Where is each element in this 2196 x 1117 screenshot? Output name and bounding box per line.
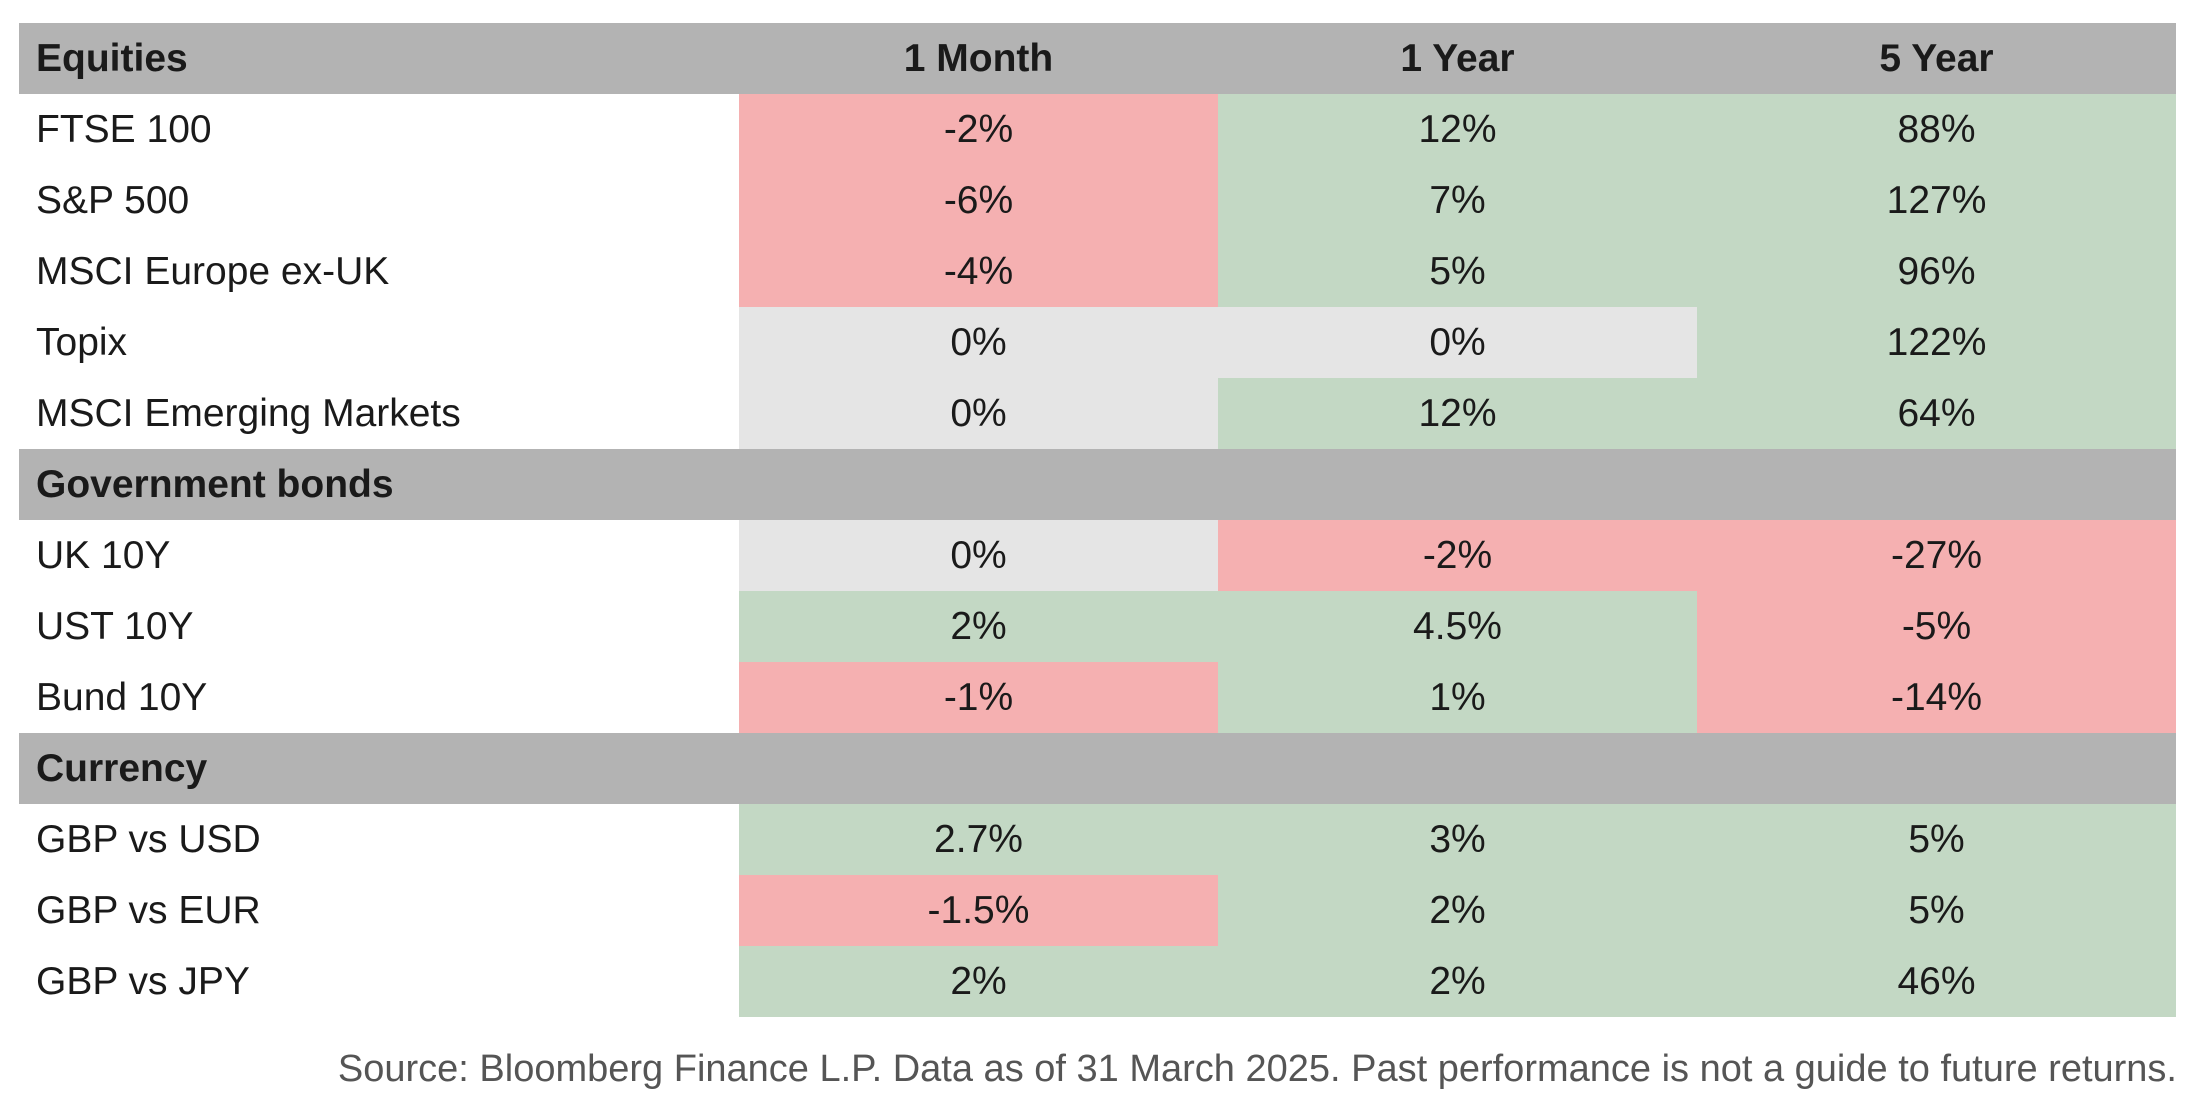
row-label: Topix [36,320,128,364]
value-cell: 1% [1218,662,1697,733]
value-cell: 7% [1218,165,1697,236]
value-cell: 88% [1697,94,2176,165]
value-cell: 64% [1697,378,2176,449]
value-cell: -2% [739,94,1218,165]
value-cell: 127% [1697,165,2176,236]
value-cell: 0% [1218,307,1697,378]
value-cell: 2% [739,946,1218,1017]
table-row: UST 10Y 2% 4.5% -5% [19,591,2176,662]
value-cell: -2% [1218,520,1697,591]
column-header: 1 Month [739,23,1218,94]
row-label: S&P 500 [36,178,190,222]
value-cell: 12% [1218,94,1697,165]
section-header-row: Equities 1 Month 1 Year 5 Year [19,23,2176,94]
section-title: Currency [19,733,739,804]
table-row: GBP vs USD 2.7% 3% 5% [19,804,2176,875]
value-cell: 2% [1218,875,1697,946]
table-row: UK 10Y 0% -2% -27% [19,520,2176,591]
row-label: Bund 10Y [36,675,208,719]
column-header: 5 Year [1697,23,2176,94]
performance-table: Equities 1 Month 1 Year 5 Year FTSE 100 -2% 12… [19,23,2176,1017]
section-header-cell [1218,449,1697,520]
row-label: GBP vs EUR [36,888,261,932]
value-cell: 46% [1697,946,2176,1017]
section-header-cell [739,733,1218,804]
row-label: GBP vs USD [36,817,261,861]
value-cell: 5% [1218,236,1697,307]
value-cell: -27% [1697,520,2176,591]
table-row: S&P 500 -6% 7% 127% [19,165,2176,236]
section-header-cell [739,449,1218,520]
section-title: Equities [19,23,739,94]
value-cell: 0% [739,307,1218,378]
value-cell: 5% [1697,804,2176,875]
table-row: MSCI Emerging Markets 0% 12% 64% [19,378,2176,449]
table-row: GBP vs JPY 2% 2% 46% [19,946,2176,1017]
value-cell: -5% [1697,591,2176,662]
row-label: MSCI Emerging Markets [36,391,461,435]
column-header: 1 Year [1218,23,1697,94]
source-note: Source: Bloomberg Finance L.P. Data as o… [337,1048,2177,1090]
table-row: GBP vs EUR -1.5% 2% 5% [19,875,2176,946]
section-header-cell [1218,733,1697,804]
section-header-row: Currency [19,733,2176,804]
value-cell: -4% [739,236,1218,307]
value-cell: -14% [1697,662,2176,733]
value-cell: -1.5% [739,875,1218,946]
table-row: Topix 0% 0% 122% [19,307,2176,378]
value-cell: 4.5% [1218,591,1697,662]
row-label: GBP vs JPY [36,959,250,1003]
value-cell: 2% [1218,946,1697,1017]
row-label: MSCI Europe ex-UK [36,249,390,293]
value-cell: 96% [1697,236,2176,307]
value-cell: 5% [1697,875,2176,946]
value-cell: 3% [1218,804,1697,875]
table-row: FTSE 100 -2% 12% 88% [19,94,2176,165]
value-cell: 0% [739,378,1218,449]
value-cell: -1% [739,662,1218,733]
table-row: Bund 10Y -1% 1% -14% [19,662,2176,733]
row-label: UK 10Y [36,533,171,577]
row-label: FTSE 100 [36,107,212,151]
value-cell: 122% [1697,307,2176,378]
value-cell: -6% [739,165,1218,236]
value-cell: 2.7% [739,804,1218,875]
row-label: UST 10Y [36,604,194,648]
performance-table-body: Equities 1 Month 1 Year 5 Year FTSE 100 -2% 12… [19,23,2176,1017]
value-cell: 0% [739,520,1218,591]
section-header-cell [1697,733,2176,804]
section-title: Government bonds [19,449,739,520]
table-row: MSCI Europe ex-UK -4% 5% 96% [19,236,2176,307]
section-header-cell [1697,449,2176,520]
section-header-row: Government bonds [19,449,2176,520]
value-cell: 12% [1218,378,1697,449]
value-cell: 2% [739,591,1218,662]
